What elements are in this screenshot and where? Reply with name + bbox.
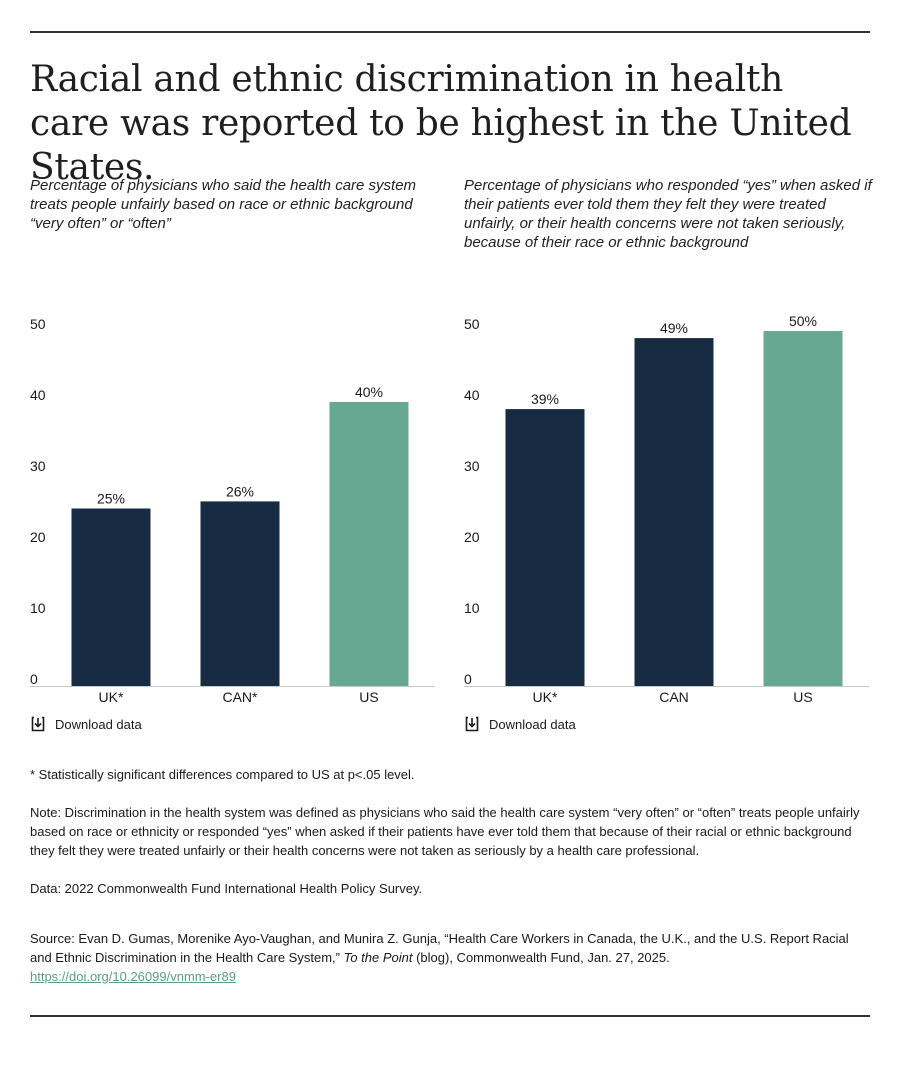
significance-note: * Statistically significant differences … [30, 767, 415, 782]
source-text-end: (blog), Commonwealth Fund, Jan. 27, 2025… [412, 950, 670, 965]
source-note: Source: Evan D. Gumas, Morenike Ayo-Vaug… [30, 929, 870, 986]
x-category-label: US [793, 689, 812, 705]
bar-us [329, 402, 409, 686]
bar-can [634, 338, 714, 686]
y-tick-label: 10 [464, 600, 480, 616]
y-tick-label: 10 [30, 600, 46, 616]
bar-value-label: 39% [531, 391, 559, 407]
download-data-label: Download data [55, 716, 142, 732]
bar-value-label: 40% [355, 384, 383, 400]
x-category-label: UK* [99, 689, 124, 705]
right-bar-chart: 0 10 20 30 40 50 39% UK* 49% CAN 50% US [464, 313, 869, 705]
bar-uk [505, 409, 585, 686]
left-bar-chart: 0 10 20 30 40 50 25% UK* 26% CAN* 40% US [30, 316, 435, 705]
y-tick-label: 40 [30, 387, 46, 403]
left-download-data-button[interactable]: Download data [30, 715, 142, 733]
y-tick-label: 30 [464, 458, 480, 474]
source-doi-link[interactable]: https://doi.org/10.26099/vnmm-er89 [30, 969, 236, 984]
bottom-rule [30, 1015, 870, 1017]
y-tick-label: 20 [30, 529, 46, 545]
source-publication: To the Point [343, 950, 413, 965]
y-tick-label: 0 [464, 671, 472, 687]
y-tick-label: 20 [464, 529, 480, 545]
y-tick-label: 0 [30, 671, 38, 687]
bar-value-label: 26% [226, 483, 254, 499]
right-chart-subtitle: Percentage of physicians who responded “… [464, 177, 872, 251]
source-text: Source: Evan D. Gumas, Morenike Ayo-Vaug… [30, 931, 849, 965]
data-note: Data: 2022 Commonwealth Fund Internation… [30, 881, 423, 896]
y-tick-label: 50 [464, 316, 480, 332]
page-title: Racial and ethnic discrimination in heal… [30, 59, 852, 188]
right-download-data-button[interactable]: Download data [464, 715, 576, 733]
x-category-label: CAN* [222, 689, 258, 705]
x-category-label: US [359, 689, 378, 705]
download-data-label: Download data [489, 716, 576, 732]
bar-us [763, 331, 843, 686]
y-tick-label: 50 [30, 316, 46, 332]
bar-value-label: 49% [660, 320, 688, 336]
x-category-label: UK* [533, 689, 558, 705]
x-category-label: CAN [659, 689, 689, 705]
top-rule [30, 31, 870, 33]
bar-value-label: 50% [789, 313, 817, 329]
y-tick-label: 30 [30, 458, 46, 474]
download-icon [31, 716, 45, 732]
bar-uk [71, 508, 151, 686]
left-chart-subtitle: Percentage of physicians who said the he… [30, 177, 417, 232]
bar-value-label: 25% [97, 491, 125, 507]
download-icon [465, 716, 479, 732]
y-tick-label: 40 [464, 387, 480, 403]
bar-can [200, 501, 280, 686]
definition-note: Note: Discrimination in the health syste… [30, 805, 860, 858]
